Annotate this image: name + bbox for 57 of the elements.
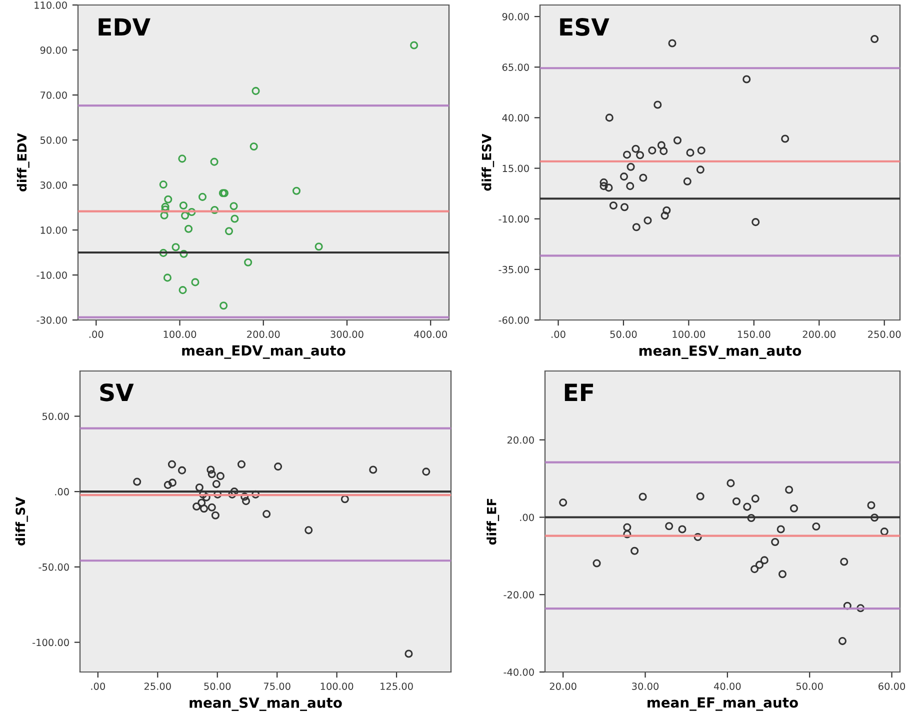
x-tick-label: 300.00 [330, 330, 364, 338]
y-tick-label: 110.00 [34, 1, 67, 9]
x-tick-label: 50.00 [204, 682, 231, 690]
y-tick-label: 40.00 [502, 114, 529, 122]
x-tick-label: 400.00 [414, 330, 447, 338]
y-tick-label: 15.00 [502, 164, 529, 172]
y-tick-label: 10.00 [40, 226, 67, 234]
x-axis-title: mean_EF_man_auto [648, 697, 798, 711]
y-tick-label: 65.00 [502, 64, 529, 71]
chart-title: ESV [560, 18, 610, 36]
y-axis-title: diff_EF [486, 498, 500, 545]
chart-title: EF [564, 384, 594, 401]
y-tick-label: .00 [55, 488, 69, 496]
y-tick-label: -20.00 [504, 591, 534, 598]
y-tick-label: -10.00 [498, 215, 529, 223]
x-tick-label: 100.00 [320, 682, 354, 690]
y-tick-label: .00 [520, 514, 534, 522]
y-axis-title: diff_EDV [16, 133, 30, 192]
y-tick-label: -10.00 [36, 271, 67, 279]
x-tick-label: .00 [552, 330, 566, 338]
x-tick-label: 100.00 [164, 330, 196, 338]
x-axis-title: mean_ESV_man_auto [639, 345, 802, 359]
x-tick-label: 125.00 [380, 682, 413, 690]
y-tick-label: -35.00 [498, 266, 529, 274]
chart-title: EDV [98, 18, 150, 36]
x-tick-label: 25.00 [144, 682, 171, 690]
y-tick-label: 50.00 [42, 412, 69, 420]
y-tick-label: -40.00 [504, 668, 534, 676]
x-tick-label: 200.00 [247, 330, 280, 338]
y-axis-title: diff_ESV [482, 134, 494, 191]
x-tick-label: 60.00 [878, 682, 906, 690]
x-tick-label: 250.00 [868, 330, 901, 338]
y-tick-label: -50.00 [38, 563, 69, 571]
x-axis-title: mean_EDV_man_auto [182, 345, 346, 359]
chart-title: SV [100, 383, 134, 402]
y-tick-label: -60.00 [498, 316, 529, 324]
y-tick-label: 20.00 [507, 436, 534, 444]
x-tick-label: 150.00 [738, 330, 770, 338]
x-tick-label: 100.00 [672, 330, 706, 338]
x-tick-label: 50.00 [610, 330, 637, 338]
y-tick-label: 50.00 [40, 136, 67, 144]
x-tick-label: 75.00 [264, 682, 290, 690]
x-tick-label: 50.00 [796, 682, 823, 690]
y-axis-title: diff_SV [15, 497, 28, 546]
y-tick-label: 90.00 [502, 13, 529, 20]
y-tick-label: 70.00 [40, 91, 67, 99]
x-tick-label: 20.00 [550, 682, 576, 690]
x-tick-label: 40.00 [714, 682, 741, 690]
x-axis-title: mean_SV_man_auto [190, 697, 342, 711]
x-tick-label: .00 [89, 330, 104, 338]
x-tick-label: 200.00 [802, 330, 836, 338]
y-tick-label: 90.00 [40, 46, 67, 54]
y-tick-label: -100.00 [32, 638, 69, 646]
y-tick-label: -30.00 [36, 316, 67, 324]
x-tick-label: .00 [91, 682, 105, 690]
x-tick-label: 30.00 [632, 682, 659, 690]
y-tick-label: 30.00 [40, 181, 67, 189]
